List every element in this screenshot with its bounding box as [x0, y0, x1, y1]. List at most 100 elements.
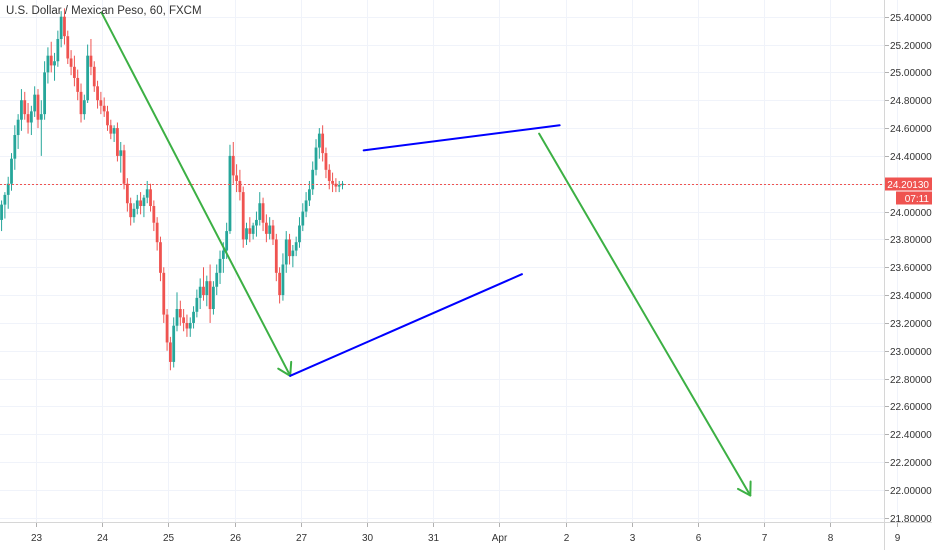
y-tick-label: 23.20000 [890, 319, 932, 330]
candle-body [228, 155, 232, 232]
candle-body [122, 150, 126, 184]
candle-body [241, 192, 245, 240]
candle-body [155, 222, 159, 243]
candle-body [53, 61, 56, 66]
y-tick-label: 22.20000 [890, 458, 932, 469]
candle-body [268, 225, 272, 234]
y-tick-label: 22.00000 [890, 486, 932, 497]
countdown-label: 07:11 [905, 194, 930, 205]
y-tick-label: 25.20000 [890, 41, 932, 52]
downtrend-arrow-2 [538, 132, 752, 497]
candle-body [341, 183, 344, 186]
candle-body [89, 55, 93, 67]
downtrend-arrow-1 [100, 11, 292, 377]
candle-body [294, 242, 298, 251]
time-axis[interactable]: 23 24 25 26 27 30 31 Apr 2 3 6 7 8 9 [31, 523, 901, 544]
candle-body [212, 286, 215, 310]
candle-body [79, 91, 83, 115]
x-tick-label: 23 [31, 533, 43, 544]
candle-body [178, 309, 182, 318]
candle-body [172, 325, 176, 362]
candle-body [125, 183, 129, 204]
last-price-label: 24.20130 [887, 180, 929, 191]
candle-body [301, 211, 305, 226]
x-tick-label: 3 [630, 533, 636, 544]
candle-body [225, 231, 229, 251]
downtrend-arrow-2-head [736, 480, 752, 497]
candle-body [208, 281, 212, 310]
upper-trendline [362, 124, 561, 152]
candle-body [49, 55, 53, 66]
candle-body [92, 66, 96, 87]
candle-body [112, 128, 116, 134]
candle-body [10, 158, 13, 184]
candle-body [274, 239, 278, 273]
candle-body [20, 100, 23, 120]
countdown-tag-bg [896, 191, 932, 205]
candle-body [82, 100, 86, 115]
candle-body [308, 189, 311, 201]
y-tick-label: 25.40000 [890, 13, 932, 24]
candle-body [188, 322, 192, 329]
x-tick-label: Apr [492, 533, 508, 544]
candle-body [135, 200, 139, 209]
candle-body [205, 281, 209, 296]
candle-body [284, 239, 288, 265]
candle-body [6, 183, 10, 195]
countdown-tag: 07:11 [896, 191, 932, 205]
x-tick-label: 25 [163, 533, 175, 544]
candle-body [182, 317, 186, 323]
x-tick-label: 8 [828, 533, 834, 544]
candle-body [39, 114, 43, 120]
candle-body [46, 55, 50, 73]
candle-body [238, 180, 242, 193]
candle-body [33, 94, 37, 112]
candle-body [311, 169, 315, 190]
candle-body [102, 105, 106, 112]
y-tick-label: 24.00000 [890, 208, 932, 219]
candle-body [96, 86, 99, 101]
candle-body [99, 100, 103, 106]
candle-body [235, 175, 238, 181]
candle-body [261, 203, 265, 223]
y-tick-label: 24.60000 [890, 124, 932, 135]
candle-body [231, 155, 235, 176]
y-tick-label: 24.40000 [890, 152, 932, 163]
candle-body [298, 225, 301, 243]
x-tick-label: 6 [696, 533, 702, 544]
candle-body [218, 258, 222, 273]
candle-body [116, 128, 119, 156]
candle-body [142, 197, 146, 207]
candle-body [215, 272, 219, 287]
candles [0, 8, 344, 371]
candle-body [106, 111, 109, 126]
candle-body [168, 342, 172, 362]
x-tick-label: 31 [428, 533, 440, 544]
candle-body [281, 264, 285, 296]
last-price-tag-bg [885, 177, 932, 191]
candle-body [26, 114, 30, 123]
candle-body [195, 297, 199, 312]
y-tick-label: 23.40000 [890, 291, 932, 302]
x-tick-label: 24 [97, 533, 109, 544]
candle-body [129, 203, 133, 218]
candle-body [16, 119, 20, 136]
x-tick-label: 2 [564, 533, 570, 544]
candle-body [56, 38, 60, 62]
y-tick-label: 23.80000 [890, 235, 932, 246]
candle-body [221, 250, 225, 259]
y-tick-label: 24.80000 [890, 96, 932, 107]
y-tick-label: 23.60000 [890, 263, 932, 274]
y-tick-label: 22.60000 [890, 402, 932, 413]
candle-body [86, 55, 90, 101]
candle-body [245, 228, 248, 240]
y-tick-label: 22.80000 [890, 375, 932, 386]
candle-body [59, 16, 63, 39]
candle-body [304, 200, 308, 212]
candle-body [13, 135, 17, 159]
candle-body [324, 153, 328, 170]
candle-body [139, 200, 142, 207]
candle-body [119, 150, 123, 156]
candle-body [175, 309, 179, 326]
